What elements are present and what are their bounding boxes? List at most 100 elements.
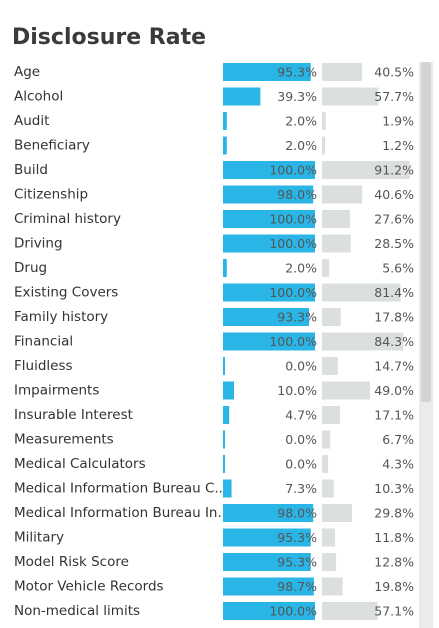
bar <box>223 357 225 375</box>
value-label: 10.0% <box>277 383 317 398</box>
bar <box>223 479 232 498</box>
bar <box>322 479 334 498</box>
category-label: Existing Covers <box>14 285 118 301</box>
value-label: 6.7% <box>382 432 414 447</box>
value-label: 57.7% <box>374 89 414 104</box>
value-label: 29.8% <box>374 506 414 521</box>
value-label: 11.8% <box>374 530 414 545</box>
value-label: 39.3% <box>277 89 317 104</box>
category-label: Build <box>14 162 48 178</box>
value-label: 57.1% <box>374 604 414 619</box>
category-label: Military <box>14 530 64 546</box>
bar <box>223 308 309 326</box>
value-label: 4.7% <box>285 408 317 423</box>
category-label: Citizenship <box>14 187 88 203</box>
bar <box>322 210 350 228</box>
scrollbar-thumb[interactable] <box>421 62 431 402</box>
bar <box>322 430 331 449</box>
bar <box>322 234 351 253</box>
category-label: Age <box>14 64 40 80</box>
bar <box>223 87 261 106</box>
category-label: Model Risk Score <box>14 554 129 570</box>
category-label: Family history <box>14 309 108 325</box>
bar <box>223 577 314 596</box>
bar <box>223 259 227 277</box>
category-label: Driving <box>14 236 63 252</box>
bar <box>223 161 315 179</box>
category-label: Measurements <box>14 432 114 448</box>
value-label: 49.0% <box>374 383 414 398</box>
value-label: 100.0% <box>269 334 317 349</box>
category-label: Medical Information Bureau C.. <box>14 481 223 497</box>
category-label: Criminal history <box>14 211 121 227</box>
category-label: Medical Calculators <box>14 456 146 472</box>
category-label: Motor Vehicle Records <box>14 579 164 595</box>
value-label: 40.6% <box>374 187 414 202</box>
value-label: 95.3% <box>277 530 317 545</box>
category-label: Non-medical limits <box>14 603 140 619</box>
value-label: 100.0% <box>269 163 317 178</box>
category-label: Beneficiary <box>14 138 90 154</box>
value-label: 100.0% <box>269 236 317 251</box>
bar <box>223 406 230 424</box>
bar <box>223 185 314 204</box>
value-label: 1.2% <box>382 138 414 153</box>
value-label: 5.6% <box>382 261 414 276</box>
bar <box>322 308 341 326</box>
bar <box>322 455 329 473</box>
chart-title: Disclosure Rate <box>12 25 206 50</box>
bar <box>322 504 353 522</box>
value-label: 27.6% <box>374 212 414 227</box>
bar <box>223 455 225 473</box>
category-label: Insurable Interest <box>14 407 133 423</box>
bar <box>223 381 234 400</box>
bar <box>322 185 363 204</box>
value-label: 93.3% <box>277 310 317 325</box>
bar <box>322 553 337 571</box>
value-label: 100.0% <box>269 212 317 227</box>
bar <box>322 283 401 302</box>
category-label: Impairments <box>14 383 99 399</box>
category-label: Medical Information Bureau In.. <box>14 505 226 521</box>
value-label: 17.1% <box>374 408 414 423</box>
value-label: 100.0% <box>269 604 317 619</box>
bar <box>322 357 338 375</box>
bar <box>223 234 315 253</box>
value-label: 81.4% <box>374 285 414 300</box>
value-label: 40.5% <box>374 65 414 80</box>
bar <box>322 136 326 155</box>
value-label: 2.0% <box>285 114 317 129</box>
bar <box>322 161 410 179</box>
category-label: Fluidless <box>14 358 73 374</box>
value-label: 98.7% <box>277 579 317 594</box>
bar <box>223 136 227 155</box>
value-label: 0.0% <box>285 359 317 374</box>
value-label: 91.2% <box>374 163 414 178</box>
value-label: 0.0% <box>285 432 317 447</box>
bar <box>223 332 315 351</box>
bar <box>223 112 227 130</box>
value-label: 2.0% <box>285 261 317 276</box>
value-label: 7.3% <box>285 481 317 496</box>
bar <box>223 528 311 547</box>
value-label: 28.5% <box>374 236 414 251</box>
value-label: 84.3% <box>374 334 414 349</box>
category-label: Drug <box>14 260 47 276</box>
value-label: 1.9% <box>382 114 414 129</box>
value-label: 19.8% <box>374 579 414 594</box>
category-label: Financial <box>14 334 73 350</box>
category-label: Audit <box>14 113 49 129</box>
bar <box>322 112 326 130</box>
value-label: 100.0% <box>269 285 317 300</box>
bar <box>322 381 371 400</box>
category-label: Alcohol <box>14 89 63 105</box>
bar <box>223 602 315 620</box>
bar <box>322 87 379 106</box>
value-label: 98.0% <box>277 506 317 521</box>
value-label: 98.0% <box>277 187 317 202</box>
bar <box>322 577 343 596</box>
value-label: 0.0% <box>285 457 317 472</box>
value-label: 14.7% <box>374 359 414 374</box>
